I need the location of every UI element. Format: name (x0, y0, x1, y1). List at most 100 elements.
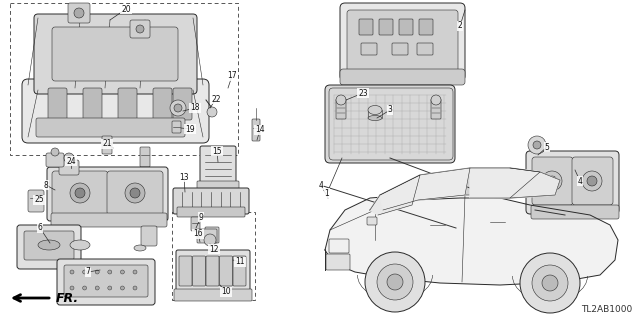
FancyBboxPatch shape (52, 27, 178, 81)
FancyBboxPatch shape (336, 99, 346, 119)
Circle shape (108, 270, 112, 274)
Circle shape (336, 95, 346, 105)
Circle shape (365, 252, 425, 312)
FancyBboxPatch shape (399, 19, 413, 35)
FancyBboxPatch shape (359, 19, 373, 35)
Text: 18: 18 (190, 103, 200, 113)
Text: 14: 14 (255, 125, 265, 134)
Text: 16: 16 (193, 229, 203, 238)
FancyBboxPatch shape (34, 14, 197, 94)
FancyBboxPatch shape (176, 250, 250, 296)
FancyBboxPatch shape (197, 229, 217, 243)
FancyBboxPatch shape (340, 3, 465, 81)
Ellipse shape (38, 240, 60, 250)
Text: TL2AB1000: TL2AB1000 (580, 305, 632, 314)
Text: FR.: FR. (56, 292, 79, 305)
Polygon shape (370, 175, 420, 215)
Circle shape (120, 286, 124, 290)
FancyBboxPatch shape (141, 226, 157, 246)
FancyBboxPatch shape (200, 146, 236, 188)
FancyBboxPatch shape (329, 239, 349, 253)
Text: 2: 2 (458, 21, 462, 30)
Text: 6: 6 (38, 223, 42, 233)
Circle shape (120, 270, 124, 274)
FancyBboxPatch shape (52, 171, 108, 215)
FancyBboxPatch shape (206, 256, 219, 286)
FancyBboxPatch shape (107, 171, 163, 215)
Circle shape (133, 286, 137, 290)
Text: 3: 3 (388, 106, 392, 115)
Polygon shape (380, 168, 470, 210)
Circle shape (136, 25, 144, 33)
FancyBboxPatch shape (173, 188, 249, 214)
FancyBboxPatch shape (419, 19, 433, 35)
Text: 8: 8 (44, 180, 49, 189)
FancyBboxPatch shape (325, 85, 455, 163)
Circle shape (542, 171, 562, 191)
FancyBboxPatch shape (174, 289, 252, 301)
Text: 4: 4 (577, 177, 582, 186)
Text: 15: 15 (212, 147, 222, 156)
Text: 1: 1 (324, 188, 330, 197)
Text: 12: 12 (209, 244, 219, 253)
FancyBboxPatch shape (197, 181, 239, 193)
Circle shape (532, 265, 568, 301)
FancyBboxPatch shape (46, 153, 64, 167)
Text: 22: 22 (211, 94, 221, 103)
FancyBboxPatch shape (361, 43, 377, 55)
FancyBboxPatch shape (172, 121, 181, 133)
Circle shape (542, 275, 558, 291)
Polygon shape (370, 168, 560, 210)
Circle shape (83, 270, 86, 274)
Text: 20: 20 (121, 4, 131, 13)
FancyBboxPatch shape (454, 173, 500, 195)
Text: 9: 9 (198, 212, 204, 221)
Circle shape (204, 234, 216, 246)
Circle shape (387, 274, 403, 290)
Circle shape (533, 141, 541, 149)
FancyBboxPatch shape (526, 151, 619, 214)
FancyBboxPatch shape (47, 167, 168, 221)
Circle shape (431, 95, 441, 105)
FancyBboxPatch shape (379, 19, 393, 35)
FancyBboxPatch shape (102, 136, 112, 154)
FancyBboxPatch shape (417, 43, 433, 55)
FancyBboxPatch shape (130, 20, 150, 38)
Circle shape (587, 176, 597, 186)
FancyBboxPatch shape (140, 147, 150, 167)
FancyBboxPatch shape (347, 10, 458, 74)
Text: 23: 23 (358, 89, 368, 98)
Circle shape (547, 176, 557, 186)
FancyBboxPatch shape (531, 205, 619, 219)
Circle shape (64, 153, 74, 163)
Circle shape (108, 286, 112, 290)
Circle shape (130, 188, 140, 198)
Circle shape (75, 188, 85, 198)
FancyBboxPatch shape (83, 88, 102, 120)
Text: 11: 11 (236, 258, 244, 267)
FancyBboxPatch shape (118, 88, 137, 120)
Circle shape (70, 270, 74, 274)
Ellipse shape (70, 240, 90, 250)
FancyBboxPatch shape (179, 256, 192, 286)
FancyBboxPatch shape (68, 3, 90, 23)
Circle shape (582, 171, 602, 191)
FancyBboxPatch shape (392, 43, 408, 55)
Circle shape (133, 270, 137, 274)
Circle shape (74, 8, 84, 18)
Circle shape (174, 104, 182, 112)
FancyBboxPatch shape (57, 259, 155, 305)
FancyBboxPatch shape (173, 88, 192, 120)
Circle shape (520, 253, 580, 313)
FancyBboxPatch shape (36, 118, 185, 137)
Circle shape (95, 286, 99, 290)
Circle shape (528, 136, 546, 154)
Circle shape (125, 183, 145, 203)
FancyBboxPatch shape (59, 160, 79, 175)
FancyBboxPatch shape (193, 256, 205, 286)
Polygon shape (470, 168, 540, 198)
Circle shape (70, 183, 90, 203)
FancyBboxPatch shape (24, 231, 74, 260)
Text: 4: 4 (319, 180, 323, 189)
Ellipse shape (134, 245, 146, 251)
